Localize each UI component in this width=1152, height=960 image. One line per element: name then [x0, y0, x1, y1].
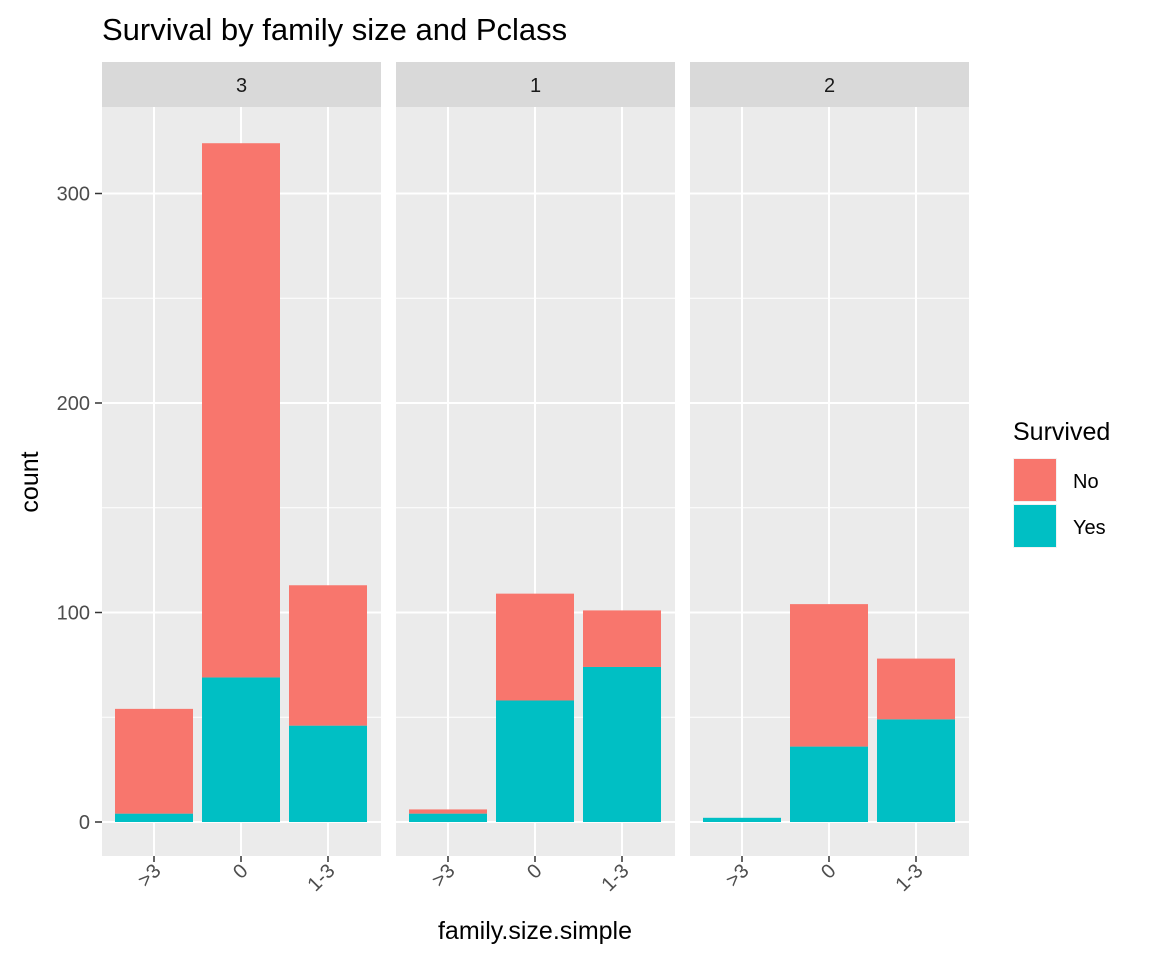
bar-segment-no — [790, 604, 868, 747]
y-tick-label: 0 — [79, 812, 90, 834]
bar-segment-yes — [496, 700, 574, 822]
bar-segment-no — [583, 610, 661, 667]
legend-label: Yes — [1073, 517, 1106, 539]
bar-segment-no — [877, 658, 955, 720]
x-tick-label: 1-3 — [304, 860, 340, 896]
x-tick-label: >3 — [134, 860, 166, 892]
y-axis-title: count — [16, 451, 44, 512]
y-tick-label: 100 — [57, 603, 90, 625]
bar-segment-yes — [790, 746, 868, 822]
facet-strip-label: 1 — [530, 75, 541, 97]
bar-segment-no — [496, 593, 574, 701]
bar-segment-yes — [289, 725, 367, 822]
legend: Survived No Yes — [1013, 418, 1110, 548]
bar-segment-yes — [703, 817, 781, 822]
x-tick-label: 1-3 — [892, 860, 928, 896]
bar-segment-yes — [877, 719, 955, 822]
legend-key-no — [1014, 459, 1056, 501]
bar-segment-no — [202, 143, 280, 678]
facet-panel: 3 >3 0 1-3 — [102, 62, 381, 896]
bar-segment-no — [115, 708, 193, 814]
facet-strip — [690, 62, 969, 107]
facet-strip-label: 3 — [236, 75, 247, 97]
bar-segment-yes — [583, 666, 661, 822]
x-tick-label: 0 — [817, 860, 840, 883]
x-tick-label: 0 — [523, 860, 546, 883]
bar-segment-no — [289, 585, 367, 726]
y-tick-label: 300 — [57, 184, 90, 206]
x-tick-label: 1-3 — [598, 860, 634, 896]
y-tick-label: 200 — [57, 393, 90, 415]
facet-panel: 1 >3 0 1-3 — [396, 62, 675, 896]
bar-segment-yes — [115, 813, 193, 822]
y-axis: 0 100 200 300 — [57, 184, 102, 834]
bar-segment-yes — [409, 813, 487, 822]
bar-segment-no — [409, 809, 487, 814]
legend-key-yes — [1014, 505, 1056, 547]
legend-label: No — [1073, 471, 1099, 493]
x-tick-label: >3 — [428, 860, 460, 892]
facet-panels: 3 >3 0 1-3 1 >3 0 1-3 2 >3 0 1-3 — [102, 62, 969, 896]
facet-strip-label: 2 — [824, 75, 835, 97]
facet-strip — [102, 62, 381, 107]
legend-title: Survived — [1013, 418, 1110, 446]
facet-panel: 2 >3 0 1-3 — [690, 62, 969, 896]
facet-strip — [396, 62, 675, 107]
x-axis-title: family.size.simple — [438, 917, 632, 945]
x-tick-label: 0 — [229, 860, 252, 883]
chart-title: Survival by family size and Pclass — [102, 12, 567, 47]
x-tick-label: >3 — [722, 860, 754, 892]
bar-segment-yes — [202, 677, 280, 822]
